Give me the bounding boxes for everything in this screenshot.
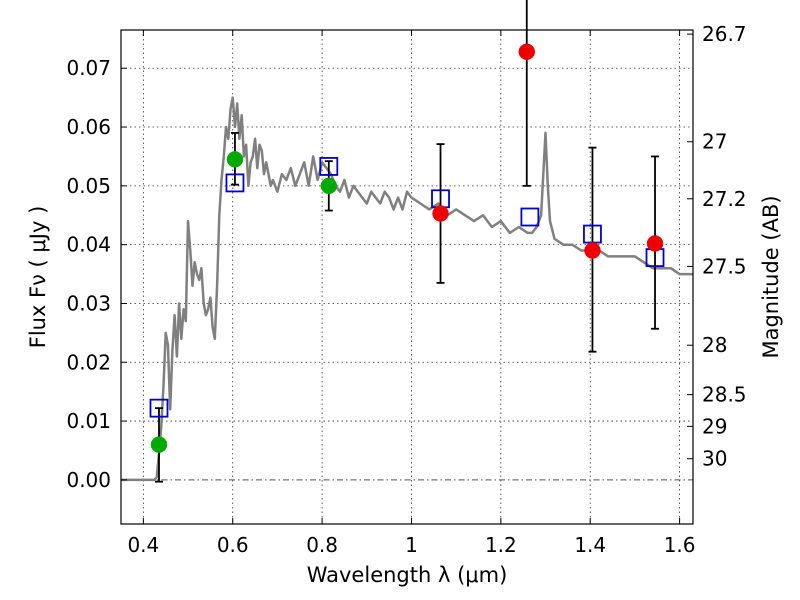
red-data-point	[584, 242, 601, 259]
x-tick-label: 1.2	[485, 533, 517, 557]
plot-frame	[120, 29, 694, 525]
green-data-point	[320, 177, 338, 195]
red-data-point	[432, 205, 449, 222]
model-band-square	[225, 173, 245, 193]
mag-tick-label: 27	[702, 130, 727, 154]
x-axis-label: Wavelength λ (μm)	[307, 563, 508, 587]
model-spectrum	[121, 96, 693, 482]
mag-tick-label: 27.5	[702, 254, 747, 278]
mag-tick-label: 29	[702, 414, 727, 438]
y-tick-label: 0.06	[66, 115, 111, 139]
spectrum-line	[121, 96, 693, 482]
x-tick-label: 0.6	[217, 533, 249, 557]
y-tick-label: 0.01	[66, 409, 111, 433]
red-data-point	[646, 235, 664, 252]
model-band-square	[520, 207, 540, 227]
red-data-point	[518, 43, 536, 61]
y-tick-label: 0.05	[66, 174, 111, 198]
x-tick-label: 0.4	[127, 533, 159, 557]
right-axis-label: Magnitude (AB)	[759, 195, 783, 358]
y-tick-label: 0.07	[66, 56, 111, 80]
y-tick-label: 0.00	[66, 468, 111, 492]
mag-tick-label: 28.5	[702, 383, 747, 407]
model-band-square	[149, 398, 169, 418]
x-tick-label: 1.6	[664, 533, 696, 557]
y-tick-label: 0.03	[66, 291, 111, 315]
axis-ticks: 0.4 0.6 0.8 1 1.2 1.4 1.6 0.00 0.01 0.02 0.03 0.04 0…	[66, 22, 746, 557]
y-tick-label: 0.04	[66, 233, 111, 257]
x-tick-label: 0.8	[306, 533, 338, 557]
mag-tick-label: 27.2	[702, 187, 747, 211]
y-axis-label: Flux Fν ( μJy )	[26, 206, 50, 349]
grid-lines	[121, 30, 693, 524]
x-tick-label: 1	[405, 533, 418, 557]
y-tick-label: 0.02	[66, 350, 111, 374]
green-data-point	[150, 436, 168, 453]
data-points	[150, 43, 664, 453]
x-tick-label: 1.4	[574, 533, 606, 557]
green-data-point	[226, 151, 244, 168]
mag-tick-label: 30	[702, 447, 727, 471]
mag-tick-label: 26.7	[702, 22, 747, 46]
mag-tick-label: 28	[702, 333, 727, 357]
model-band-square	[319, 157, 339, 176]
